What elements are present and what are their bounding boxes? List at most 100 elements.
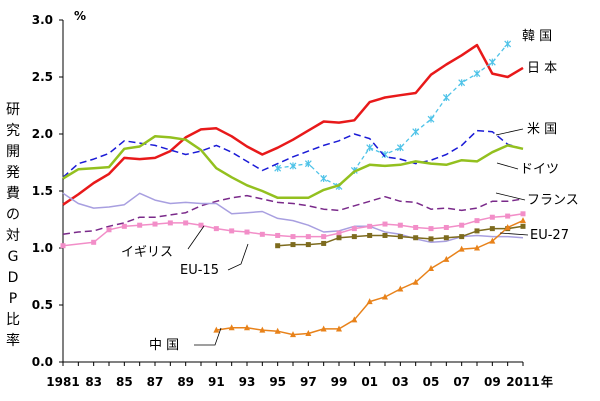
- y-tick-label: 1.0: [32, 241, 53, 255]
- y-axis-title-char: D: [8, 270, 19, 286]
- series-label: 韓 国: [522, 29, 552, 44]
- data-point-97d356fd: [304, 160, 312, 168]
- series-line-30d530e930f330b9: [62, 194, 524, 236]
- data-point-4e2d56fd: [474, 244, 480, 251]
- data-point-4e2d56fd: [504, 223, 511, 230]
- x-tick-label: 87: [147, 375, 164, 389]
- data-point-EU-27: [459, 234, 465, 240]
- x-tick-label: 07: [453, 375, 470, 389]
- data-point-EU-15: [152, 221, 158, 227]
- data-point-97d356fd: [442, 94, 450, 102]
- x-tick-label: 89: [177, 375, 194, 389]
- data-point-EU-15: [443, 224, 449, 230]
- data-point-EU-15: [290, 234, 296, 240]
- data-point-EU-15: [413, 224, 419, 230]
- data-point-97d356fd: [289, 162, 297, 170]
- x-axis-unit-label: 年: [541, 374, 553, 389]
- data-point-4e2d56fd: [244, 324, 250, 331]
- data-point-EU-27: [336, 235, 342, 241]
- data-point-EU-15: [336, 230, 342, 236]
- series-label: 中 国: [149, 338, 179, 353]
- data-point-4e2d56fd: [520, 217, 526, 224]
- y-tick-label: 1.5: [32, 184, 53, 198]
- data-point-EU-15: [351, 226, 357, 232]
- data-point-EU-27: [275, 243, 281, 249]
- y-axis-title-char: 開: [6, 144, 20, 160]
- data-point-97d356fd: [412, 128, 420, 136]
- y-axis-title-char: 率: [6, 332, 20, 349]
- data-point-97d356fd: [366, 144, 374, 152]
- data-point-EU-27: [397, 234, 403, 240]
- y-axis-title-char: 費: [6, 186, 20, 202]
- data-point-4e2d56fd: [382, 293, 388, 300]
- data-point-4e2d56fd: [305, 330, 312, 336]
- data-point-EU-15: [244, 229, 250, 235]
- data-point-4e2d56fd: [366, 298, 373, 305]
- y-tick-label: 3.0: [32, 13, 53, 27]
- x-tick-label: 09: [484, 375, 501, 389]
- series-label-leader: [227, 243, 249, 271]
- data-point-97d356fd: [504, 40, 512, 48]
- data-point-EU-27: [520, 223, 526, 229]
- data-point-97d356fd: [381, 151, 389, 159]
- x-tick-label: 91: [208, 375, 225, 389]
- data-point-EU-15: [198, 222, 204, 228]
- data-point-EU-15: [474, 218, 480, 224]
- data-point-97d356fd: [458, 79, 466, 87]
- data-point-EU-15: [167, 220, 173, 226]
- x-tick-label: 03: [392, 375, 409, 389]
- series-label: 日 本: [527, 61, 557, 76]
- data-point-4e2d56fd: [458, 245, 465, 252]
- data-point-EU-27: [474, 228, 480, 234]
- data-point-EU-15: [137, 222, 143, 228]
- data-point-97d356fd: [427, 115, 435, 123]
- data-point-4e2d56fd: [213, 326, 220, 333]
- data-point-EU-15: [305, 234, 311, 240]
- series-line-30a430ae30ea30b9: [62, 192, 524, 244]
- x-tick-label: 2011: [506, 375, 539, 389]
- data-point-4e2d56fd: [412, 278, 419, 285]
- data-point-EU-15: [229, 228, 235, 234]
- series-label: EU-15: [180, 263, 219, 278]
- data-point-EU-15: [259, 231, 265, 237]
- x-tick-label: 83: [85, 375, 102, 389]
- series-label-leader: [495, 128, 524, 136]
- data-point-97d356fd: [396, 144, 404, 152]
- y-axis-title-char: 究: [6, 123, 20, 139]
- x-tick-label: 93: [239, 375, 256, 389]
- data-point-EU-15: [213, 226, 219, 232]
- x-tick-label: 95: [269, 375, 286, 389]
- y-axis-title-char: 発: [6, 165, 20, 181]
- data-point-4e2d56fd: [397, 285, 404, 292]
- data-point-EU-15: [520, 211, 526, 217]
- data-point-97d356fd: [320, 174, 328, 182]
- data-point-EU-27: [321, 240, 327, 246]
- data-point-97d356fd: [274, 164, 282, 172]
- data-point-EU-15: [367, 223, 373, 229]
- data-point-EU-15: [321, 234, 327, 240]
- data-point-4e2d56fd: [428, 265, 434, 272]
- series-label: EU-27: [530, 228, 569, 243]
- data-point-EU-15: [382, 221, 388, 227]
- data-point-EU-15: [60, 243, 66, 249]
- data-point-EU-15: [489, 214, 495, 220]
- data-point-EU-15: [397, 222, 403, 228]
- data-point-4e2d56fd: [351, 316, 358, 323]
- data-point-97d356fd: [473, 70, 481, 78]
- series-label-leader: [194, 327, 222, 346]
- x-tick-label: 01: [361, 375, 378, 389]
- y-tick-label: 2.0: [32, 127, 53, 141]
- series-label-leader: [187, 225, 205, 250]
- data-point-EU-15: [121, 223, 127, 229]
- y-axis-title-char: P: [9, 291, 17, 307]
- data-point-EU-27: [305, 242, 311, 248]
- data-point-EU-15: [428, 226, 434, 232]
- series-label-leader: [496, 162, 519, 170]
- data-point-EU-27: [489, 226, 495, 232]
- series-line-EU-15: [62, 213, 524, 247]
- y-tick-label: 0.0: [32, 355, 53, 369]
- y-tick-label: 0.5: [32, 298, 53, 312]
